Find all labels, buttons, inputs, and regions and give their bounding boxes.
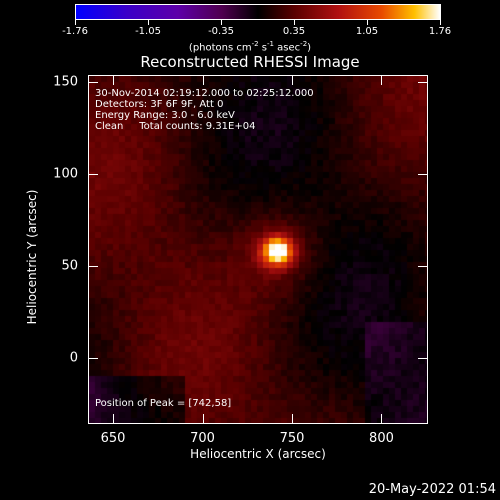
y-tick-mark	[418, 82, 428, 84]
plot-area	[88, 75, 428, 424]
peak-position-label: Position of Peak = [742,58]	[95, 398, 232, 409]
colorbar-tick-label: 0.35	[282, 26, 306, 37]
info-line-time: 30-Nov-2014 02:19:12.000 to 02:25:12.000	[95, 88, 314, 99]
timestamp: 20-May-2022 01:54	[368, 482, 496, 497]
x-tick-mark	[381, 75, 383, 85]
colorbar	[75, 4, 441, 20]
y-tick-label: 150	[53, 74, 78, 90]
y-tick-mark	[418, 174, 428, 176]
colorbar-tick-label: 1.05	[355, 26, 379, 37]
colorbar-tick	[75, 20, 76, 25]
info-line-detectors: Detectors: 3F 6F 9F, Att 0	[95, 99, 224, 110]
colorbar-tick-label: -0.35	[208, 26, 234, 37]
colorbar-tick	[367, 20, 368, 25]
colorbar-tick-label: -1.76	[62, 26, 88, 37]
colorbar-units: (photons cm-2 s-1 asec-2)	[188, 40, 312, 54]
y-tick-mark	[418, 266, 428, 268]
y-tick-mark	[88, 174, 98, 176]
y-tick-mark	[88, 82, 98, 84]
y-tick-mark	[88, 357, 98, 359]
x-tick-label: 650	[100, 431, 126, 446]
colorbar-tick	[440, 20, 441, 25]
x-tick-label: 750	[279, 431, 305, 446]
colorbar-tick	[294, 20, 295, 25]
x-tick-mark	[202, 75, 204, 85]
x-tick-mark	[113, 75, 115, 85]
heatmap-image	[89, 76, 427, 423]
x-tick-mark	[292, 75, 293, 85]
info-line-energy: Energy Range: 3.0 - 6.0 keV	[95, 110, 235, 121]
x-tick-mark	[113, 414, 115, 424]
colorbar-tick-label: 1.76	[428, 26, 452, 37]
x-tick-mark	[381, 414, 383, 424]
colorbar-tick-label: -1.05	[135, 26, 161, 37]
info-line-counts: Clean Total counts: 9.31E+04	[95, 121, 256, 132]
y-tick-label: 50	[61, 258, 78, 274]
x-tick-label: 700	[190, 431, 215, 446]
x-tick-mark	[292, 414, 293, 424]
chart-title: Reconstructed RHESSI Image	[140, 53, 360, 71]
x-tick-label: 800	[369, 431, 394, 446]
colorbar-tick	[148, 20, 149, 25]
y-tick-label: 0	[69, 350, 78, 366]
y-tick-label: 100	[53, 166, 78, 182]
y-tick-mark	[418, 357, 428, 359]
x-axis-label: Heliocentric X (arcsec)	[190, 447, 326, 461]
x-tick-mark	[202, 414, 204, 424]
y-tick-mark	[88, 266, 98, 268]
colorbar-tick	[221, 20, 222, 25]
y-axis-label: Heliocentric Y (arcsec)	[25, 189, 39, 325]
